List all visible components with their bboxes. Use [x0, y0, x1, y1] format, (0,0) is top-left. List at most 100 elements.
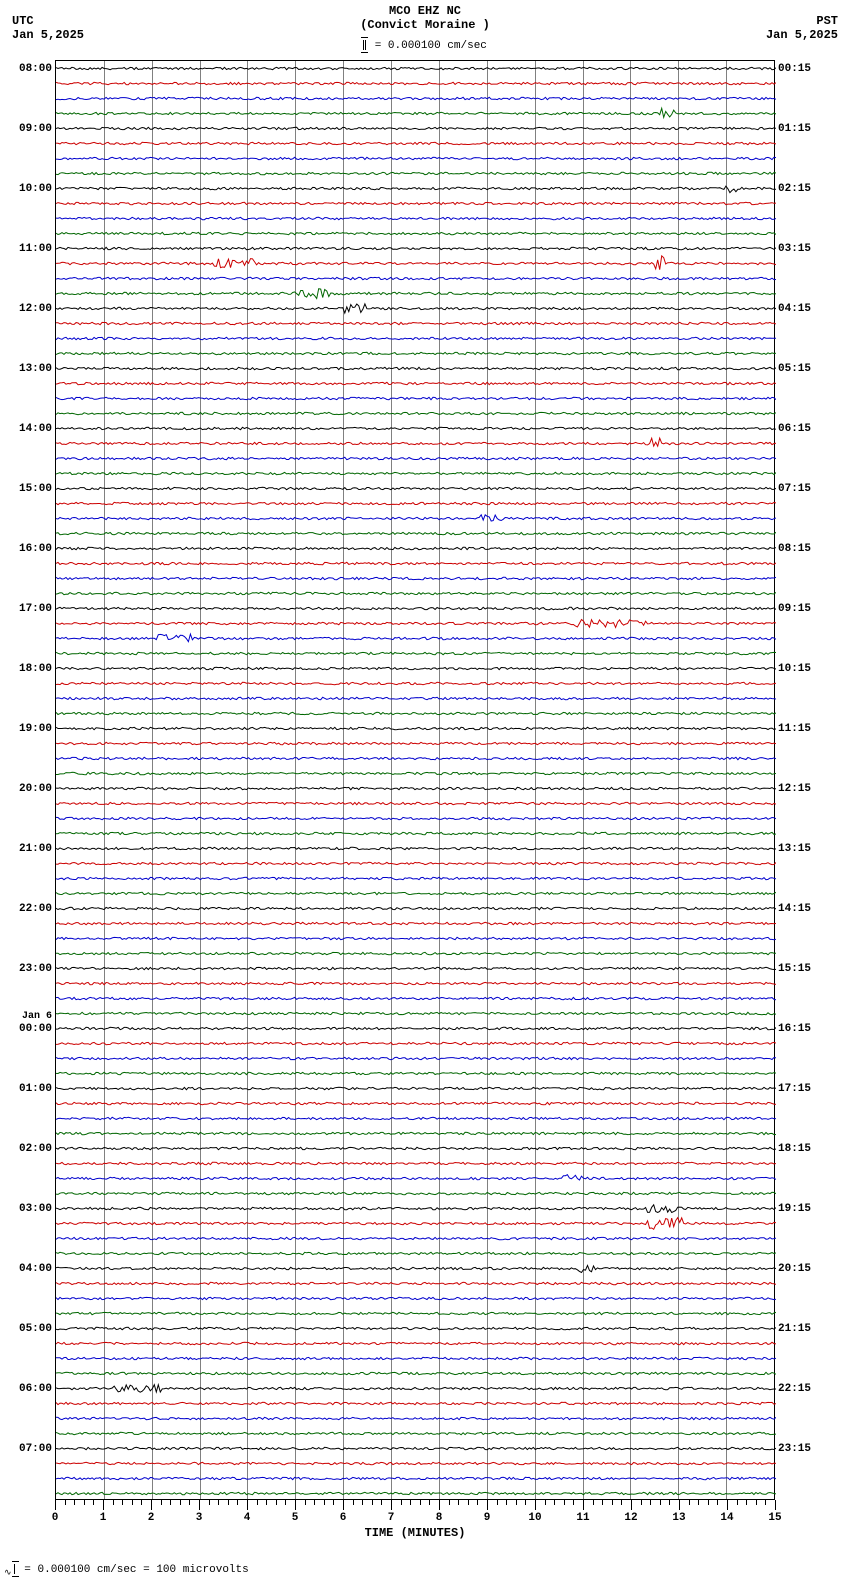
- x-tick-major: [247, 1500, 248, 1510]
- seismic-trace: [56, 1042, 776, 1044]
- x-tick-major: [199, 1500, 200, 1510]
- x-tick-major: [679, 1500, 680, 1510]
- x-tick-label: 11: [576, 1512, 589, 1524]
- utc-time-label: 17:00: [19, 603, 52, 615]
- utc-date-label: Jan 6: [22, 1011, 52, 1022]
- seismic-trace: [56, 1265, 776, 1272]
- x-tick-minor: [516, 1500, 517, 1505]
- x-tick-major: [55, 1500, 56, 1510]
- utc-time-label: 03:00: [19, 1203, 52, 1215]
- pst-time-label: 09:15: [778, 603, 811, 615]
- pst-time-label: 10:15: [778, 663, 811, 675]
- x-tick-major: [391, 1500, 392, 1510]
- utc-time-label: 02:00: [19, 1143, 52, 1155]
- x-tick-label: 9: [484, 1512, 491, 1524]
- utc-time-label: 15:00: [19, 483, 52, 495]
- seismic-trace: [56, 438, 776, 446]
- seismic-trace: [56, 802, 776, 804]
- seismic-trace: [56, 742, 776, 744]
- x-tick-minor: [525, 1500, 526, 1505]
- x-tick-minor: [717, 1500, 718, 1505]
- pst-time-label: 21:15: [778, 1323, 811, 1335]
- pst-time-label: 11:15: [778, 723, 811, 735]
- seismic-trace: [56, 97, 776, 99]
- x-tick-label: 15: [768, 1512, 781, 1524]
- seismic-trace: [56, 322, 776, 324]
- seismic-trace: [56, 592, 776, 594]
- seismic-trace: [56, 1342, 776, 1344]
- seismic-trace: [56, 202, 776, 204]
- x-tick-label: 4: [244, 1512, 251, 1524]
- utc-time-label: 21:00: [19, 843, 52, 855]
- x-tick-minor: [189, 1500, 190, 1505]
- seismic-trace: [56, 1057, 776, 1059]
- x-tick-minor: [74, 1500, 75, 1505]
- seismic-trace: [56, 697, 776, 699]
- x-tick-minor: [497, 1500, 498, 1505]
- x-tick-major: [151, 1500, 152, 1510]
- utc-time-label: 19:00: [19, 723, 52, 735]
- seismic-trace: [56, 652, 776, 654]
- x-tick-major: [295, 1500, 296, 1510]
- seismic-trace: [56, 1417, 776, 1419]
- seismic-trace: [56, 142, 776, 144]
- x-tick-label: 7: [388, 1512, 395, 1524]
- x-tick-minor: [449, 1500, 450, 1505]
- x-tick-minor: [612, 1500, 613, 1505]
- x-tick-label: 1: [100, 1512, 107, 1524]
- seismic-trace: [56, 337, 776, 339]
- seismic-trace: [56, 1205, 776, 1213]
- seismic-trace: [56, 952, 776, 954]
- seismic-trace: [56, 1117, 776, 1119]
- pst-time-label: 04:15: [778, 303, 811, 315]
- x-tick-minor: [314, 1500, 315, 1505]
- x-tick-minor: [765, 1500, 766, 1505]
- x-tick-label: 13: [672, 1512, 685, 1524]
- x-tick-minor: [506, 1500, 507, 1505]
- x-tick-label: 6: [340, 1512, 347, 1524]
- utc-time-label: 00:00: [19, 1023, 52, 1035]
- seismic-trace: [56, 1012, 776, 1014]
- seismic-trace: [56, 382, 776, 384]
- seismic-trace: [56, 634, 776, 642]
- x-tick-minor: [458, 1500, 459, 1505]
- seismic-trace: [56, 352, 776, 354]
- utc-time-label: 23:00: [19, 963, 52, 975]
- x-tick-minor: [324, 1500, 325, 1505]
- x-tick-minor: [65, 1500, 66, 1505]
- seismic-trace: [56, 1192, 776, 1194]
- x-tick-minor: [698, 1500, 699, 1505]
- seismic-trace: [56, 397, 776, 399]
- seismic-trace: [56, 1327, 776, 1329]
- x-tick-major: [343, 1500, 344, 1510]
- seismic-trace: [56, 997, 776, 999]
- pst-time-label: 18:15: [778, 1143, 811, 1155]
- seismic-trace: [56, 787, 776, 789]
- header-right: PST Jan 5,2025: [766, 14, 838, 42]
- x-tick-minor: [429, 1500, 430, 1505]
- seismic-trace: [56, 67, 776, 69]
- x-tick-minor: [113, 1500, 114, 1505]
- seismic-trace: [56, 547, 776, 549]
- x-tick-minor: [564, 1500, 565, 1505]
- x-tick-minor: [593, 1500, 594, 1505]
- seismic-trace: [56, 1357, 776, 1359]
- date-right-label: Jan 5,2025: [766, 28, 838, 42]
- seismic-trace: [56, 186, 776, 193]
- seismic-trace: [56, 217, 776, 219]
- seismic-trace: [56, 172, 776, 174]
- x-tick-major: [535, 1500, 536, 1510]
- utc-time-label: 11:00: [19, 243, 52, 255]
- x-tick-minor: [180, 1500, 181, 1505]
- seismic-trace: [56, 487, 776, 489]
- x-tick-minor: [132, 1500, 133, 1505]
- x-tick-minor: [333, 1500, 334, 1505]
- seismic-trace: [56, 1175, 776, 1180]
- seismic-trace: [56, 817, 776, 819]
- utc-time-label: 20:00: [19, 783, 52, 795]
- x-tick-minor: [602, 1500, 603, 1505]
- x-tick-label: 5: [292, 1512, 299, 1524]
- utc-time-label: 09:00: [19, 123, 52, 135]
- seismic-trace: [56, 232, 776, 234]
- x-tick-minor: [372, 1500, 373, 1505]
